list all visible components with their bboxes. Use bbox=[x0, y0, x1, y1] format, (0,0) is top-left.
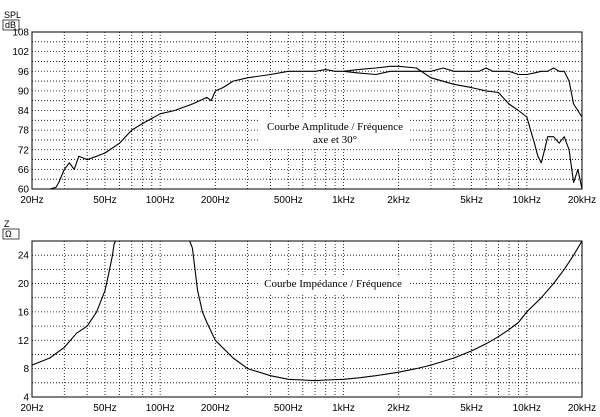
spl-chart: 60 66 72 78 84 90 96 102 108 20Hz 50Hz 100Hz 200Hz 50… bbox=[2, 10, 596, 206]
imp-y-tick-label: 12 bbox=[18, 336, 30, 347]
spl-y-tick-label: 102 bbox=[12, 47, 29, 58]
impedance-chart: 4 8 12 16 20 24 20Hz 50Hz 100Hz 200Hz 500Hz 1kHz 2kH… bbox=[2, 219, 596, 414]
imp-x-tick-label: 20kHz bbox=[568, 403, 596, 414]
spl-x-tick-label: 2kHz bbox=[387, 195, 410, 206]
spl-y-tick-label: 60 bbox=[18, 185, 30, 196]
spl-x-tick-label: 50Hz bbox=[93, 195, 116, 206]
spl-y-tick-label: 66 bbox=[18, 165, 30, 176]
spl-series-line-2 bbox=[343, 65, 583, 190]
imp-x-tick-label: 50Hz bbox=[93, 403, 116, 414]
imp-x-tick-label: 10kHz bbox=[513, 403, 541, 414]
spl-x-tick-label: 5kHz bbox=[460, 195, 483, 206]
spl-y-tick-label: 108 bbox=[12, 28, 29, 39]
imp-x-tick-label: 500Hz bbox=[274, 403, 303, 414]
imp-series-line-2 bbox=[189, 240, 583, 382]
imp-x-tick-label: 200Hz bbox=[201, 403, 230, 414]
imp-series-line-1 bbox=[31, 240, 116, 366]
spl-y-tick-label: 72 bbox=[18, 145, 30, 156]
imp-y-tick-label: 16 bbox=[18, 307, 30, 318]
spl-y-axis-label: SPL bbox=[4, 10, 21, 20]
imp-vertical-grid bbox=[63, 241, 528, 397]
imp-y-tick-label: 24 bbox=[18, 251, 30, 262]
spl-x-tick-label: 500Hz bbox=[274, 195, 303, 206]
imp-annotation-text: Courbe Impédance / Fréquence bbox=[264, 278, 402, 290]
spl-y-axis-unit: dB bbox=[5, 20, 16, 30]
spl-y-tick-label: 90 bbox=[18, 86, 30, 97]
imp-x-tick-label: 100Hz bbox=[146, 403, 175, 414]
spl-y-tick-label: 84 bbox=[18, 106, 30, 117]
spl-annotation-text: Courbe Amplitude / Fréquence bbox=[267, 121, 403, 133]
spl-annotation-text: axe et 30° bbox=[313, 134, 357, 146]
spl-x-tick-label: 20kHz bbox=[568, 195, 596, 206]
spl-x-tick-label: 20Hz bbox=[20, 195, 43, 206]
spl-x-tick-label: 100Hz bbox=[146, 195, 175, 206]
spl-y-tick-label: 78 bbox=[18, 126, 30, 137]
imp-plot-frame bbox=[31, 240, 583, 398]
spl-annotation-box bbox=[260, 118, 410, 148]
imp-y-tick-label: 20 bbox=[18, 279, 30, 290]
imp-x-tick-label: 5kHz bbox=[460, 403, 483, 414]
imp-x-tick-label: 20Hz bbox=[20, 403, 43, 414]
spl-plot-frame bbox=[31, 31, 583, 190]
spl-series-line-1 bbox=[32, 67, 583, 190]
spl-y-tick-label: 96 bbox=[18, 67, 30, 78]
imp-unit-box bbox=[2, 228, 20, 240]
imp-y-tick-label: 4 bbox=[23, 393, 29, 404]
spl-x-tick-label: 200Hz bbox=[201, 195, 230, 206]
imp-annotation-box bbox=[258, 275, 408, 293]
spl-x-tick-label: 1kHz bbox=[332, 195, 355, 206]
imp-y-axis-unit: Ω bbox=[5, 229, 12, 239]
spl-unit-box bbox=[2, 19, 20, 31]
imp-x-tick-label: 2kHz bbox=[387, 403, 410, 414]
imp-y-axis-label: Z bbox=[4, 219, 10, 229]
spl-x-tick-label: 10kHz bbox=[513, 195, 541, 206]
imp-x-tick-label: 1kHz bbox=[332, 403, 355, 414]
imp-y-tick-label: 8 bbox=[23, 364, 29, 375]
